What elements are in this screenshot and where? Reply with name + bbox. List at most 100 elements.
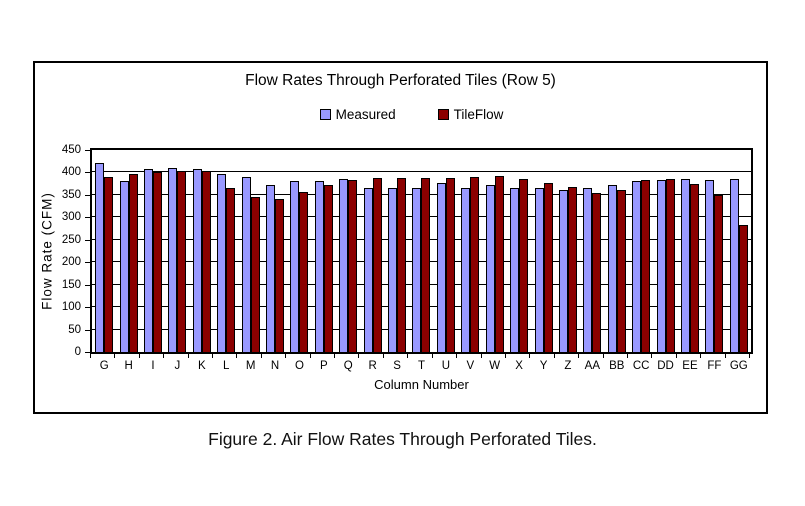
bar-measured-R bbox=[363, 188, 373, 352]
bar-measured-P bbox=[314, 181, 324, 352]
category-slot-M bbox=[238, 150, 262, 352]
category-slot-R bbox=[360, 150, 384, 352]
bar-measured-Y bbox=[534, 188, 544, 352]
bar-measured-U bbox=[436, 182, 446, 352]
y-axis-tick-label-50: 50 bbox=[68, 323, 81, 336]
y-axis-tick-label-200: 200 bbox=[61, 256, 81, 269]
category-slot-EE bbox=[678, 150, 702, 352]
category-slot-CC bbox=[629, 150, 653, 352]
y-axis-tick-label-150: 150 bbox=[61, 278, 81, 291]
bar-measured-T bbox=[412, 188, 422, 352]
x-axis-tick-label-Z: Z bbox=[564, 360, 572, 372]
x-axis-tick-label-J: J bbox=[174, 360, 181, 372]
x-axis-tick-label-CC: CC bbox=[632, 360, 650, 372]
category-slot-FF bbox=[702, 150, 726, 352]
x-axis-tick bbox=[553, 354, 555, 358]
x-axis-tick bbox=[480, 354, 482, 358]
legend: Measured TileFlow bbox=[57, 107, 766, 122]
x-axis-tick bbox=[700, 354, 702, 358]
category-slot-K bbox=[190, 150, 214, 352]
y-axis-tick bbox=[85, 239, 90, 241]
tileflow-swatch-icon bbox=[437, 109, 449, 120]
category-slot-J bbox=[165, 150, 189, 352]
bar-tileflow-Y bbox=[543, 183, 553, 352]
bar-measured-BB bbox=[607, 185, 617, 352]
bar-measured-Q bbox=[339, 179, 349, 352]
y-axis-tick bbox=[85, 194, 90, 196]
category-slot-N bbox=[263, 150, 287, 352]
category-slot-W bbox=[483, 150, 507, 352]
bar-tileflow-Q bbox=[348, 180, 358, 352]
x-axis-tick bbox=[285, 354, 287, 358]
bar-tileflow-I bbox=[153, 172, 163, 352]
x-axis-tick-label-S: S bbox=[393, 360, 401, 372]
x-axis-tick bbox=[651, 354, 653, 358]
bars-container bbox=[92, 150, 751, 352]
y-axis-title: Flow Rate (CFM) bbox=[39, 192, 55, 310]
bar-tileflow-G bbox=[104, 176, 114, 352]
bar-tileflow-X bbox=[519, 179, 529, 352]
x-axis-tick bbox=[431, 354, 433, 358]
bar-measured-S bbox=[388, 188, 398, 352]
x-axis-tick-label-FF: FF bbox=[707, 360, 722, 372]
x-axis-tick bbox=[212, 354, 214, 358]
category-slot-T bbox=[409, 150, 433, 352]
x-axis-tick-label-H: H bbox=[124, 360, 133, 372]
bar-measured-O bbox=[290, 181, 300, 352]
bar-measured-DD bbox=[656, 180, 666, 352]
bar-measured-V bbox=[461, 188, 471, 352]
y-axis-tick bbox=[85, 172, 90, 174]
bar-tileflow-K bbox=[201, 171, 211, 352]
category-slot-BB bbox=[605, 150, 629, 352]
bar-measured-X bbox=[510, 188, 520, 352]
bar-tileflow-R bbox=[372, 177, 382, 352]
bar-measured-W bbox=[485, 185, 495, 352]
category-slot-X bbox=[507, 150, 531, 352]
category-slot-Z bbox=[556, 150, 580, 352]
y-axis-tick-label-450: 450 bbox=[61, 144, 81, 156]
x-axis-tick bbox=[382, 354, 384, 358]
bar-measured-N bbox=[266, 185, 276, 352]
x-axis-tick-label-K: K bbox=[197, 360, 206, 372]
x-axis-tick-label-Y: Y bbox=[539, 360, 548, 372]
x-axis-tick bbox=[114, 354, 116, 358]
bar-tileflow-W bbox=[494, 176, 504, 352]
x-axis-tick bbox=[724, 354, 726, 358]
bar-measured-H bbox=[119, 180, 129, 352]
bar-measured-AA bbox=[583, 188, 593, 352]
bar-measured-L bbox=[217, 174, 227, 352]
y-axis-tick bbox=[85, 262, 90, 264]
x-axis-tick-label-BB: BB bbox=[609, 360, 625, 372]
x-axis-tick-label-T: T bbox=[417, 360, 426, 372]
x-axis-tick-label-U: U bbox=[441, 360, 451, 372]
bar-measured-CC bbox=[632, 180, 642, 352]
bar-tileflow-EE bbox=[689, 183, 699, 352]
bar-measured-FF bbox=[705, 179, 715, 352]
x-axis-tick bbox=[90, 354, 91, 358]
bar-measured-Z bbox=[558, 189, 568, 352]
x-axis-tick-label-V: V bbox=[466, 360, 475, 372]
category-slot-V bbox=[458, 150, 482, 352]
category-slot-L bbox=[214, 150, 238, 352]
x-axis-tick-label-L: L bbox=[223, 360, 230, 372]
bar-measured-K bbox=[192, 169, 202, 352]
y-axis-tick-label-100: 100 bbox=[61, 301, 81, 314]
x-axis-tick-label-AA: AA bbox=[584, 360, 601, 372]
bar-tileflow-H bbox=[128, 174, 138, 352]
category-slot-U bbox=[434, 150, 458, 352]
x-axis-tick-label-N: N bbox=[270, 360, 280, 372]
x-axis-tick bbox=[236, 354, 238, 358]
category-slot-Q bbox=[336, 150, 360, 352]
x-axis-tick bbox=[138, 354, 140, 358]
category-slot-DD bbox=[653, 150, 677, 352]
gridline-400 bbox=[92, 171, 751, 173]
x-axis-tick-label-M: M bbox=[245, 360, 256, 372]
category-slot-P bbox=[312, 150, 336, 352]
category-slot-Y bbox=[531, 150, 555, 352]
category-slot-O bbox=[287, 150, 311, 352]
bar-tileflow-N bbox=[275, 198, 285, 352]
chart-frame: Flow Rates Through Perforated Tiles (Row… bbox=[33, 61, 768, 414]
legend-item-measured: Measured bbox=[319, 107, 396, 122]
bar-tileflow-DD bbox=[665, 178, 675, 352]
y-axis-tick-label-400: 400 bbox=[61, 166, 81, 179]
